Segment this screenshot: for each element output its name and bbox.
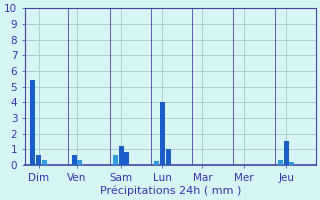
Bar bbox=[119, 146, 124, 165]
Bar bbox=[36, 155, 41, 165]
Bar bbox=[72, 155, 76, 165]
Bar bbox=[289, 162, 294, 165]
Bar bbox=[77, 160, 82, 165]
X-axis label: Précipitations 24h ( mm ): Précipitations 24h ( mm ) bbox=[100, 185, 241, 196]
Bar bbox=[124, 152, 129, 165]
Bar bbox=[30, 80, 35, 165]
Bar bbox=[113, 155, 118, 165]
Bar bbox=[42, 160, 47, 165]
Bar bbox=[166, 149, 171, 165]
Bar bbox=[154, 161, 159, 165]
Bar bbox=[278, 160, 283, 165]
Bar bbox=[284, 141, 289, 165]
Bar bbox=[160, 102, 165, 165]
